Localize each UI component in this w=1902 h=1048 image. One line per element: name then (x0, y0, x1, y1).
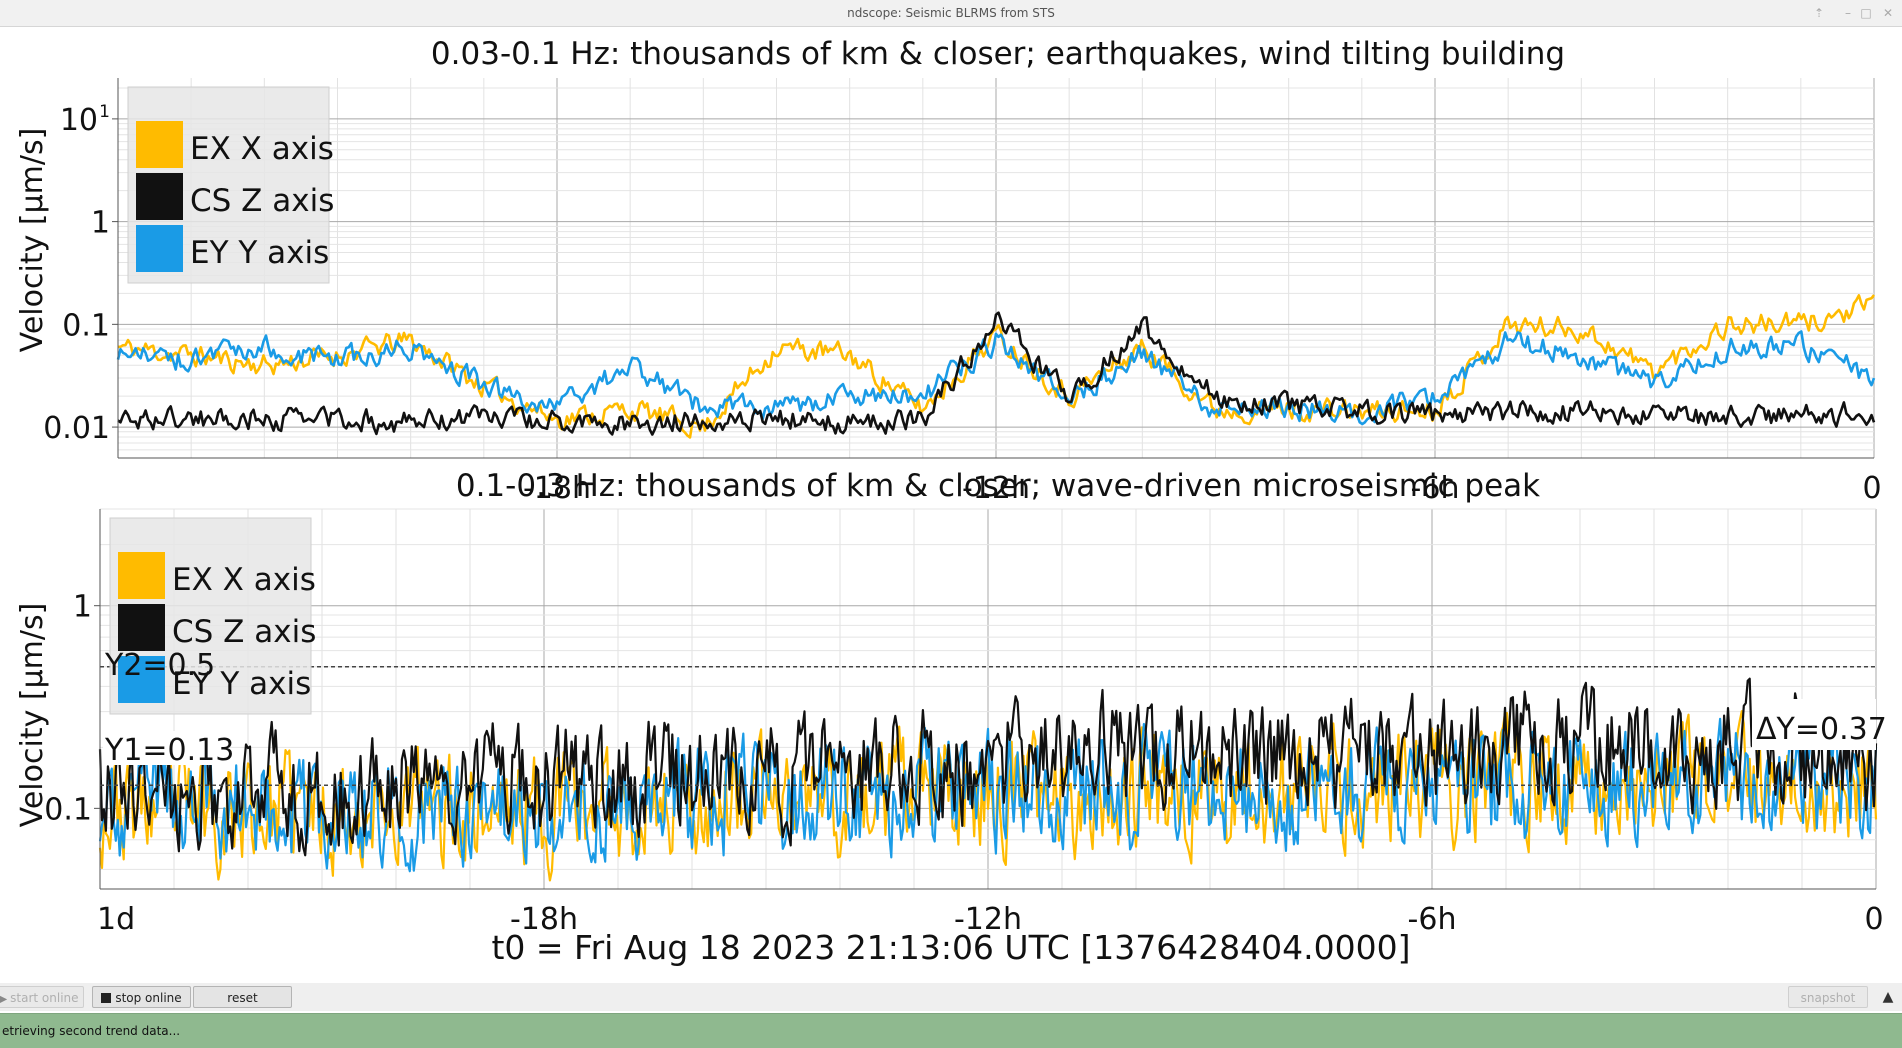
y-tick-label: 1 (91, 206, 110, 241)
plot-2-legend-label-ey: EY Y axis (172, 666, 311, 702)
series-line-ex-x-axis (98, 710, 1878, 882)
plot-2-ylabel: Velocity [µm/s] (15, 603, 50, 828)
x-tick-label: -6h (1411, 471, 1460, 506)
play-icon: ▶ (0, 994, 8, 1005)
plot-1-legend-swatch-ex (136, 121, 183, 168)
cursor-dy-label: ΔY=0.37 (1756, 712, 1887, 747)
plot-1-legend-swatch-ey (136, 225, 183, 272)
plot-1-series-group (116, 294, 1876, 439)
expand-up-icon[interactable]: ▲ (1882, 989, 1894, 1005)
maximize-icon[interactable]: □ (1860, 6, 1872, 20)
x-tick-label: 0 (1864, 902, 1883, 937)
series-line-cs-z-axis (117, 311, 1876, 436)
keep-above-icon[interactable]: ⇡ (1813, 6, 1825, 20)
x-tick-label: -6h (1408, 902, 1457, 937)
x-tick-label: 1d (97, 902, 135, 937)
status-text: etrieving second trend data... (2, 1024, 181, 1038)
plot-1-legend-label-cs: CS Z axis (190, 183, 334, 219)
status-bar: etrieving second trend data... (0, 1013, 1902, 1048)
reset-label: reset (227, 991, 258, 1005)
minimize-icon[interactable]: – (1845, 6, 1851, 20)
plot-2-legend-swatch-ex (118, 552, 165, 599)
plot-1-legend-label-ey: EY Y axis (190, 235, 329, 271)
plot-area[interactable]: 0.03-0.1 Hz: thousands of km & closer; e… (0, 27, 1902, 990)
stop-icon (101, 993, 112, 1003)
window-titlebar: ndscope: Seismic BLRMS from STS ⇡ – □ ✕ (0, 0, 1902, 27)
series-line-ey-y-axis (116, 330, 1876, 426)
plot-2-legend-swatch-cs (118, 604, 165, 651)
plot-2-legend-label-cs: CS Z axis (172, 614, 316, 650)
control-bar: ▶ start online stop online reset snapshot… (0, 983, 1902, 1011)
x-tick-label: -18h (510, 902, 578, 937)
x-tick-label: 0 (1862, 471, 1881, 506)
y-tick-superscript: 1 (99, 102, 110, 122)
reset-button[interactable]: reset (193, 986, 292, 1008)
plot-1-legend-label-ex: EX X axis (190, 131, 334, 167)
y-tick-label: 0.1 (44, 792, 92, 827)
plot-2-legend-label-ex: EX X axis (172, 562, 316, 598)
y-tick-label: 1 (73, 590, 92, 625)
plot-1-legend-swatch-cs (136, 173, 183, 220)
plot-2-y-tick-labels: 0.11 (44, 590, 100, 827)
plot-1-title: 0.03-0.1 Hz: thousands of km & closer; e… (431, 36, 1565, 72)
series-line-ex-x-axis (117, 294, 1876, 439)
plot-2-series-group (98, 677, 1878, 882)
x-tick-label: -18h (523, 471, 591, 506)
plot-1-legend: EX X axis CS Z axis EY Y axis (127, 86, 334, 284)
plot-1[interactable]: 0.03-0.1 Hz: thousands of km & closer; e… (15, 36, 1882, 506)
plot-2-title: 0.1-0.3 Hz: thousands of km & closer; wa… (456, 468, 1540, 504)
plot-2[interactable]: 0.1-0.3 Hz: thousands of km & closer; wa… (15, 468, 1887, 937)
plot-2-x-tick-labels: 1d -18h -12h -6h 0 (97, 902, 1884, 937)
stop-online-label: stop online (115, 991, 182, 1005)
stop-online-button[interactable]: stop online (92, 986, 191, 1008)
y-tick-label: 0.1 (62, 308, 110, 343)
cursor-y1-label: Y1=0.13 (104, 733, 234, 768)
start-online-button[interactable]: ▶ start online (0, 986, 84, 1008)
plot-2-legend: EX X axis CS Z axis EY Y axis (109, 517, 316, 715)
series-line-cs-z-axis (98, 677, 1878, 857)
close-icon[interactable]: ✕ (1882, 6, 1894, 20)
cursor-y1-label-bg (103, 731, 225, 765)
series-line-ey-y-axis (98, 717, 1878, 873)
x-tick-label: -12h (962, 471, 1030, 506)
plot-1-x-tick-labels: -18h -12h -6h 0 (523, 471, 1882, 506)
window-title: ndscope: Seismic BLRMS from STS (847, 6, 1055, 20)
y-tick-label: 10 (60, 103, 98, 138)
x-tick-label: -12h (954, 902, 1022, 937)
snapshot-button[interactable]: snapshot (1788, 986, 1868, 1008)
snapshot-label: snapshot (1800, 991, 1856, 1005)
t0-label: t0 = Fri Aug 18 2023 21:13:06 UTC [13764… (491, 928, 1410, 967)
y-tick-label: 0.01 (43, 411, 110, 446)
plot-2-legend-swatch-ey (118, 656, 165, 703)
cursor-dy-label-bg (1752, 699, 1876, 750)
plot-1-ylabel: Velocity [µm/s] (15, 128, 50, 353)
cursor-y2-label: Y2=0.5 (104, 648, 215, 683)
start-online-label: start online (10, 991, 79, 1005)
